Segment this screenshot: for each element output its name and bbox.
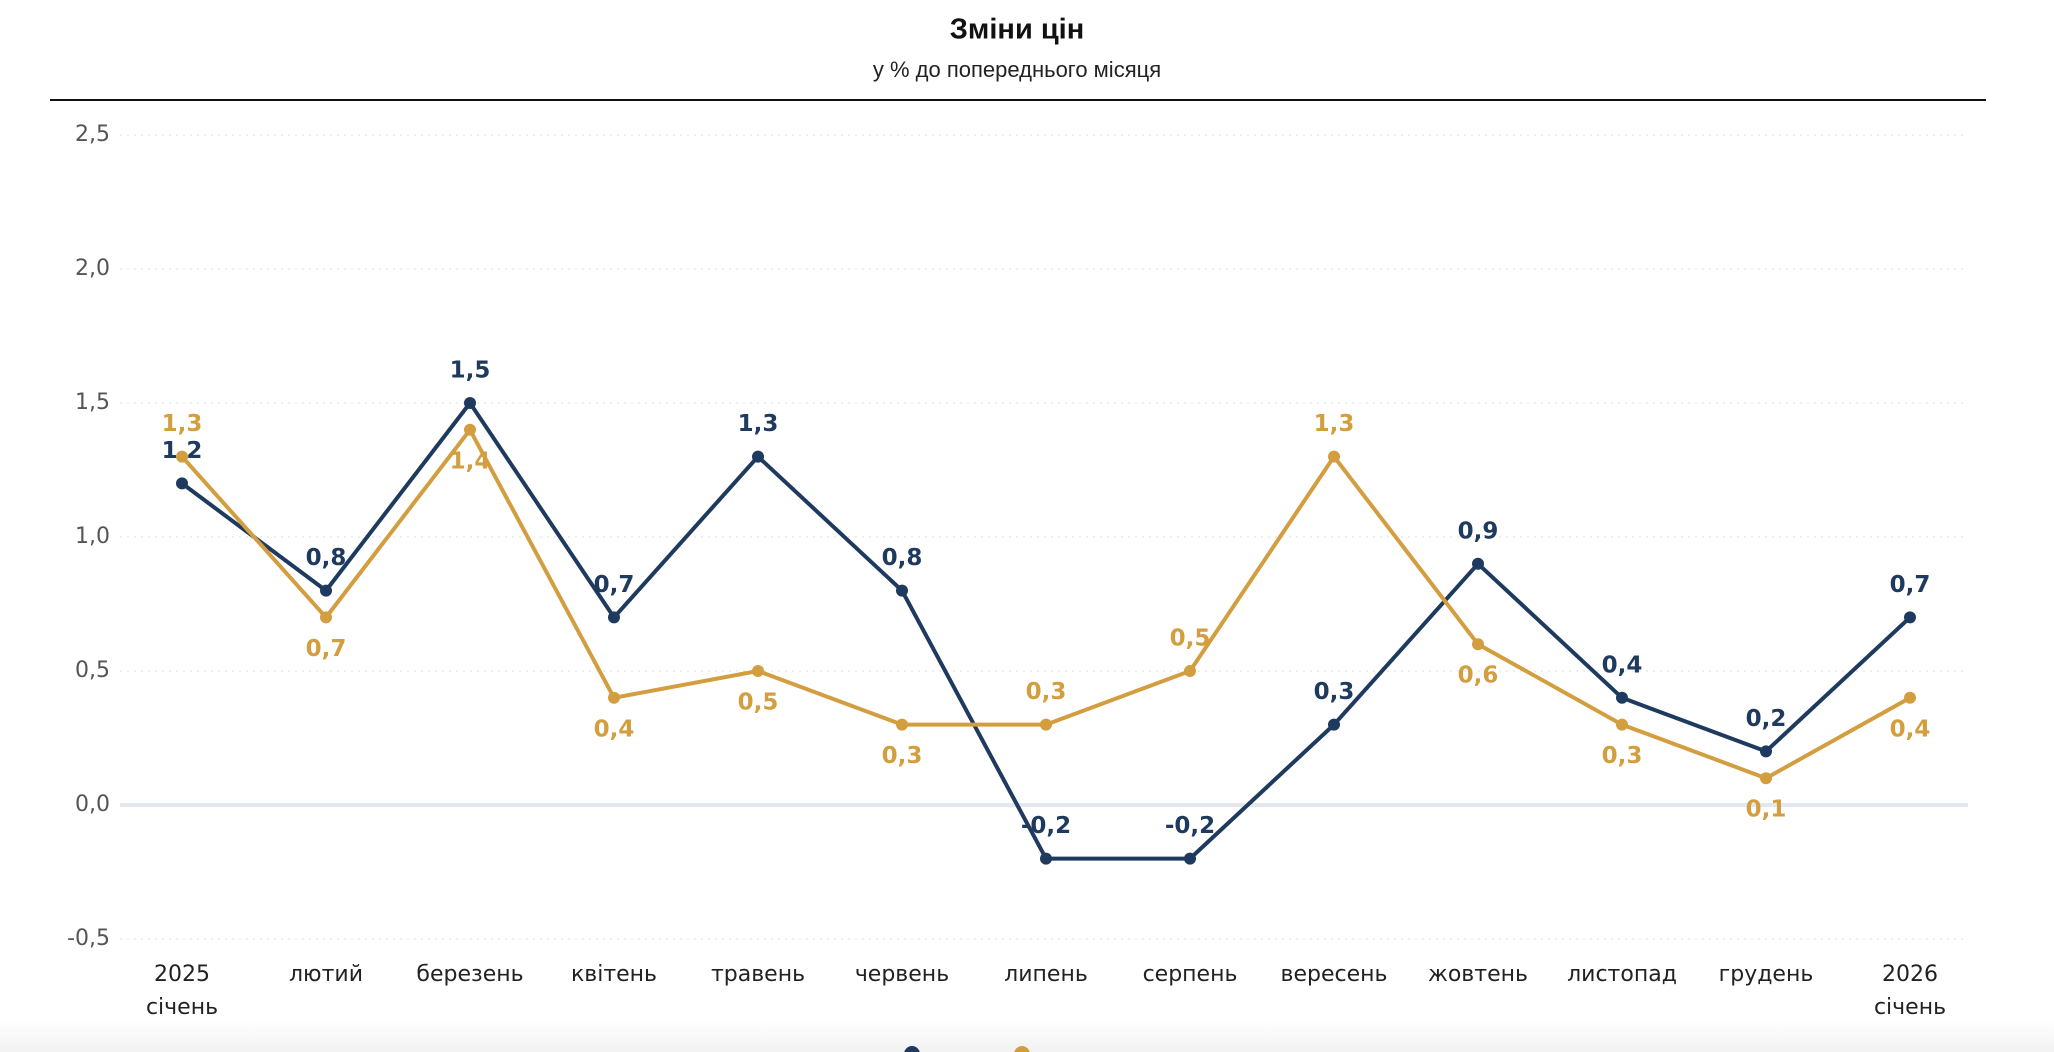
point: [1040, 852, 1052, 865]
y-tick-label: 1,0: [75, 524, 110, 549]
point: [752, 450, 764, 463]
series-line: [180, 401, 1912, 861]
point: [1328, 718, 1340, 731]
point: [752, 665, 764, 677]
point: [1184, 852, 1196, 865]
data-label: 0,5: [738, 690, 779, 716]
point: [1616, 691, 1628, 704]
y-tick-label: 2,0: [75, 256, 110, 281]
point: [1472, 557, 1484, 570]
chart-subtitle: у % до попереднього місяця: [873, 57, 1161, 82]
data-label: 1,5: [450, 358, 491, 384]
data-label: -0,2: [1165, 813, 1215, 839]
point: [1904, 691, 1916, 704]
data-label: 0,3: [1026, 679, 1067, 705]
data-label: 0,4: [594, 716, 635, 742]
point: [896, 584, 908, 597]
data-label: 0,8: [882, 545, 923, 571]
x-tick-label: червень: [854, 962, 950, 987]
x-tick-label: липень: [1004, 962, 1088, 987]
data-label: 0,2: [1746, 706, 1787, 732]
x-tick-label: грудень: [1718, 962, 1814, 987]
point: [1904, 611, 1916, 624]
data-label: 1,3: [1314, 411, 1355, 437]
point: [176, 477, 188, 490]
point: [1472, 638, 1484, 651]
data-label: 0,8: [306, 545, 347, 571]
footer-shade: [0, 1020, 2054, 1052]
point: [464, 397, 476, 409]
data-label: 0,3: [1314, 679, 1355, 705]
point: [1328, 450, 1340, 463]
data-label: 0,7: [594, 572, 635, 598]
y-tick-label: 2,5: [75, 122, 110, 147]
point: [1040, 718, 1052, 731]
y-tick-label: -0,5: [67, 926, 110, 951]
x-tick-label: 2025 січень: [145, 962, 219, 1020]
data-label: -0,2: [1021, 813, 1071, 839]
x-tick-label: серпень: [1142, 962, 1238, 987]
data-label: 0,5: [1170, 626, 1211, 652]
y-tick-label: 0,0: [75, 792, 110, 817]
y-tick-label: 0,5: [75, 658, 110, 683]
x-tick-label: травень: [710, 962, 806, 987]
x-tick-label: березень: [416, 962, 524, 987]
point: [464, 423, 476, 436]
point: [896, 718, 908, 731]
point: [1184, 665, 1196, 677]
data-label: 0,7: [1890, 572, 1931, 598]
point: [1760, 745, 1772, 758]
data-label: 0,6: [1458, 663, 1499, 689]
point: [608, 611, 620, 624]
data-label: 0,3: [882, 743, 923, 769]
x-tick-label: жовтень: [1428, 962, 1528, 987]
data-label: 0,9: [1458, 518, 1499, 544]
chart-title: Зміни цін: [950, 14, 1084, 46]
data-label: 1,3: [162, 411, 203, 437]
data-label: 0,4: [1602, 652, 1643, 678]
y-tick-label: 1,5: [75, 390, 110, 415]
x-tick-label: квітень: [570, 962, 658, 987]
x-tick-label: вересень: [1280, 962, 1388, 987]
point: [320, 611, 332, 624]
data-label: 1,4: [450, 448, 491, 474]
point: [320, 584, 332, 597]
data-label: 0,7: [306, 636, 347, 662]
point: [1616, 718, 1628, 731]
data-label: 1,3: [738, 411, 779, 437]
point: [176, 450, 188, 463]
x-tick-label: листопад: [1567, 962, 1677, 987]
legend-dot: [1014, 1046, 1030, 1052]
point: [608, 691, 620, 704]
legend-dot: [904, 1046, 920, 1052]
data-label: 0,4: [1890, 716, 1931, 742]
x-tick-label: лютий: [289, 962, 363, 987]
x-tick-label: 2026 січень: [1873, 962, 1947, 1020]
data-label: 0,3: [1602, 743, 1643, 769]
data-label: 0,1: [1746, 797, 1787, 823]
point: [1760, 772, 1772, 785]
